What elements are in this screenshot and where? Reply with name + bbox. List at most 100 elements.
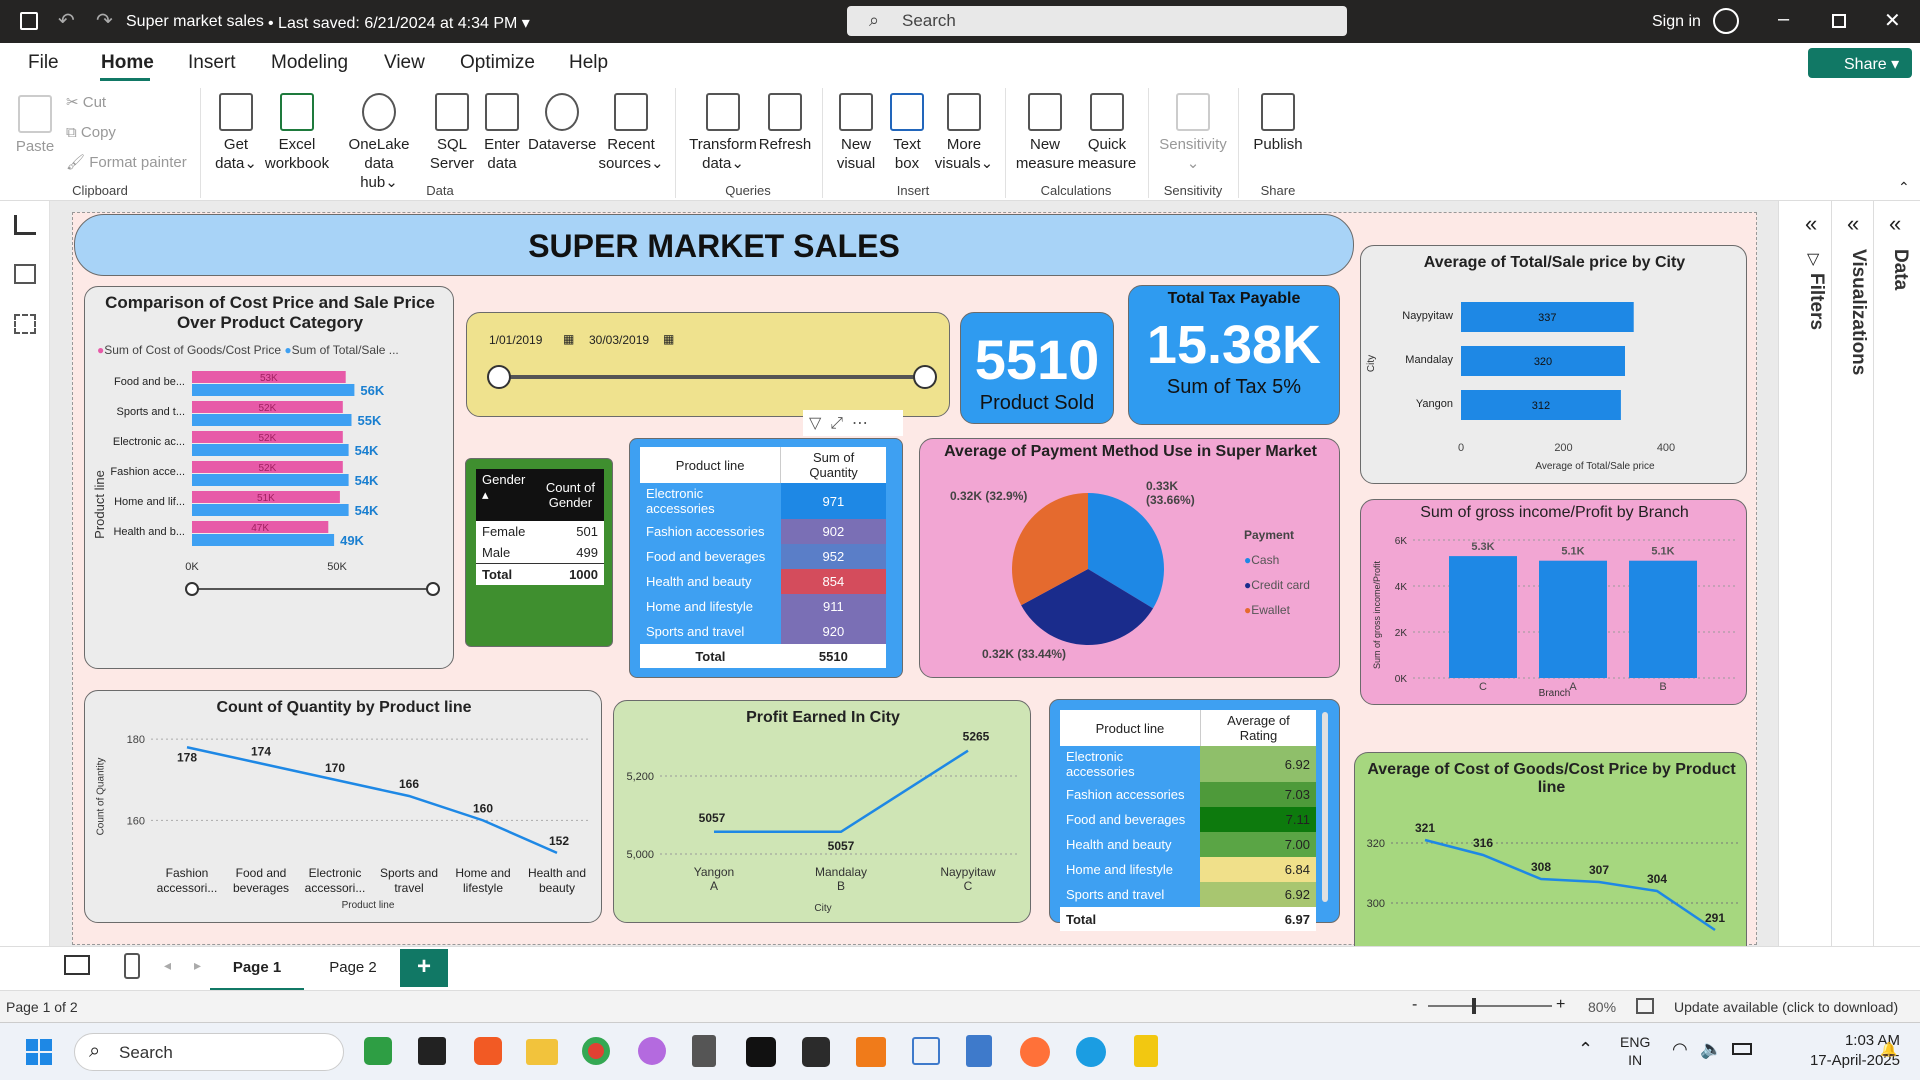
update-notice[interactable]: Update available (click to download) bbox=[1674, 999, 1899, 1015]
chrome-icon[interactable] bbox=[582, 1037, 610, 1065]
signin-link[interactable]: Sign in bbox=[1652, 13, 1701, 30]
copy-button[interactable]: ⧉ Copy bbox=[66, 124, 116, 141]
table-row[interactable]: Home and lifestyle 911 bbox=[640, 594, 886, 619]
collapse-filters-icon[interactable]: « bbox=[1805, 211, 1818, 236]
calculator-icon[interactable] bbox=[692, 1035, 716, 1067]
payment-pie-chart[interactable]: Average of Payment Method Use in Super M… bbox=[919, 438, 1340, 678]
app-icon[interactable] bbox=[418, 1037, 446, 1065]
filter-icon[interactable]: ▽ bbox=[809, 415, 822, 432]
app-icon[interactable] bbox=[746, 1037, 776, 1067]
account-icon[interactable] bbox=[1713, 8, 1739, 34]
app-icon[interactable] bbox=[856, 1037, 886, 1067]
chevron-up-icon[interactable]: ⌃ bbox=[1578, 1039, 1594, 1059]
quantity-table-card[interactable]: Product line Sum of Quantity Electronic a… bbox=[629, 438, 903, 678]
zoom-slider[interactable] bbox=[1428, 1005, 1552, 1007]
table-row[interactable]: Male 499 bbox=[476, 542, 604, 564]
paste-button[interactable]: Paste bbox=[12, 95, 58, 156]
taskbar-search[interactable]: ⌕ Search bbox=[74, 1033, 344, 1071]
filters-pane-tab[interactable]: Filters bbox=[1806, 273, 1827, 331]
zoom-out-icon[interactable]: - bbox=[1412, 996, 1418, 1013]
notepad-icon[interactable] bbox=[966, 1035, 992, 1067]
clock[interactable]: 1:03 AM 17-April-2025 bbox=[1770, 1031, 1900, 1071]
table-row[interactable]: Food and beverages 952 bbox=[640, 544, 886, 569]
powerbi-icon[interactable] bbox=[1134, 1035, 1158, 1067]
quick-measure-button[interactable]: Quick measure bbox=[1074, 93, 1140, 173]
refresh-button[interactable]: Refresh bbox=[756, 93, 814, 154]
table-row[interactable]: Health and beauty 854 bbox=[640, 569, 886, 594]
table-row[interactable]: Electronic accessories 971 bbox=[640, 483, 886, 519]
more-visuals-button[interactable]: More visuals⌄ bbox=[932, 93, 996, 173]
menu-view[interactable]: View bbox=[384, 52, 425, 73]
new-visual-button[interactable]: New visual bbox=[830, 93, 882, 173]
format-painter-button[interactable]: 🖌 Format painter bbox=[66, 154, 187, 171]
excel-workbook-button[interactable]: Excel workbook bbox=[262, 93, 332, 173]
transform-data-button[interactable]: Transform data⌄ bbox=[684, 93, 762, 173]
language-indicator[interactable]: ENG IN bbox=[1620, 1033, 1650, 1069]
notification-icon[interactable]: 🔔 bbox=[1880, 1041, 1898, 1057]
menu-optimize[interactable]: Optimize bbox=[460, 52, 535, 73]
get-data-button[interactable]: Get data⌄ bbox=[208, 93, 264, 173]
table-row[interactable]: Fashion accessories 902 bbox=[640, 519, 886, 544]
legend-credit[interactable]: ●Credit card bbox=[1244, 578, 1310, 592]
volume-icon[interactable]: 🔈 bbox=[1700, 1039, 1723, 1059]
redo-icon[interactable]: ↷ bbox=[96, 10, 113, 32]
mobile-layout-icon[interactable] bbox=[124, 953, 140, 979]
windows-start-icon[interactable] bbox=[26, 1039, 52, 1065]
table-scrollbar[interactable] bbox=[1322, 712, 1328, 902]
publish-button[interactable]: Publish bbox=[1246, 93, 1310, 154]
new-measure-button[interactable]: New measure bbox=[1012, 93, 1078, 173]
firefox-icon[interactable] bbox=[1020, 1037, 1050, 1067]
onelake-button[interactable]: OneLake data hub⌄ bbox=[332, 93, 426, 192]
gross-income-chart[interactable]: Sum of gross income/Profit by Branch Sum… bbox=[1360, 499, 1747, 705]
sql-server-button[interactable]: SQL Server bbox=[428, 93, 476, 173]
search-box[interactable]: ⌕ Search bbox=[847, 6, 1347, 36]
snipping-icon[interactable] bbox=[638, 1037, 666, 1065]
share-button[interactable]: Share ▾ bbox=[1808, 48, 1912, 78]
data-pane-tab[interactable]: Data bbox=[1890, 249, 1911, 291]
cost-sale-chart[interactable]: Comparison of Cost Price and Sale Price … bbox=[84, 286, 454, 669]
zoom-level[interactable]: 80% bbox=[1588, 999, 1617, 1015]
restore-icon[interactable] bbox=[1832, 14, 1846, 28]
collapse-data-icon[interactable]: « bbox=[1889, 211, 1902, 236]
next-page-icon[interactable]: ▸ bbox=[194, 957, 202, 973]
city-bar-chart[interactable]: Average of Total/Sale price by City City… bbox=[1360, 245, 1747, 484]
calendar-icon[interactable]: ▦ bbox=[663, 332, 675, 346]
menu-help[interactable]: Help bbox=[569, 52, 609, 73]
folder-icon[interactable] bbox=[526, 1039, 558, 1065]
table-row[interactable]: Sports and travel 920 bbox=[640, 619, 886, 644]
menu-home[interactable]: Home bbox=[101, 52, 154, 73]
minimize-icon[interactable]: – bbox=[1778, 8, 1790, 30]
count-quantity-chart[interactable]: Count of Quantity by Product line Count … bbox=[84, 690, 602, 923]
slider-track[interactable] bbox=[499, 375, 925, 379]
wifi-icon[interactable]: ◠ bbox=[1672, 1039, 1688, 1059]
report-view-icon[interactable] bbox=[14, 215, 36, 235]
rating-table-card[interactable]: Product line Average of Rating Electronic… bbox=[1049, 699, 1340, 931]
zoom-in-icon[interactable]: + bbox=[1556, 996, 1566, 1013]
menu-modeling[interactable]: Modeling bbox=[271, 52, 349, 73]
date-slicer[interactable]: 1/01/2019 ▦ 30/03/2019 ▦ bbox=[466, 312, 950, 417]
sensitivity-button[interactable]: Sensitivity ⌄ bbox=[1156, 93, 1230, 173]
cut-button[interactable]: ✂ Cut bbox=[66, 94, 107, 111]
app-icon[interactable] bbox=[364, 1037, 392, 1065]
menu-insert[interactable]: Insert bbox=[188, 52, 236, 73]
dataverse-button[interactable]: Dataverse bbox=[528, 93, 596, 154]
saved-status[interactable]: • Last saved: 6/21/2024 at 4:34 PM ▾ bbox=[268, 15, 530, 32]
table-row[interactable]: Health and beauty 7.00 bbox=[1060, 832, 1316, 857]
enter-data-button[interactable]: Enter data bbox=[478, 93, 526, 173]
brave-icon[interactable] bbox=[474, 1037, 502, 1065]
model-view-icon[interactable] bbox=[14, 314, 36, 334]
figma-icon[interactable] bbox=[802, 1037, 830, 1067]
undo-icon[interactable]: ↶ bbox=[58, 10, 75, 32]
table-view-icon[interactable] bbox=[14, 264, 36, 284]
product-line-header[interactable]: Product line bbox=[640, 447, 782, 483]
table-row[interactable]: Fashion accessories 7.03 bbox=[1060, 782, 1316, 807]
visualizations-pane-tab[interactable]: Visualizations bbox=[1848, 249, 1869, 376]
table-row[interactable]: Home and lifestyle 6.84 bbox=[1060, 857, 1316, 882]
tab-page-2[interactable]: Page 2 bbox=[306, 947, 400, 991]
text-box-button[interactable]: Text box bbox=[882, 93, 932, 173]
collapse-visualizations-icon[interactable]: « bbox=[1847, 211, 1860, 236]
edge-icon[interactable] bbox=[1076, 1037, 1106, 1067]
prev-page-icon[interactable]: ◂ bbox=[164, 957, 172, 973]
profit-city-chart[interactable]: Profit Earned In City 5,200 5,000 5057 Yang… bbox=[613, 700, 1031, 923]
kpi-product-sold[interactable]: 5510 Product Sold bbox=[960, 312, 1114, 424]
